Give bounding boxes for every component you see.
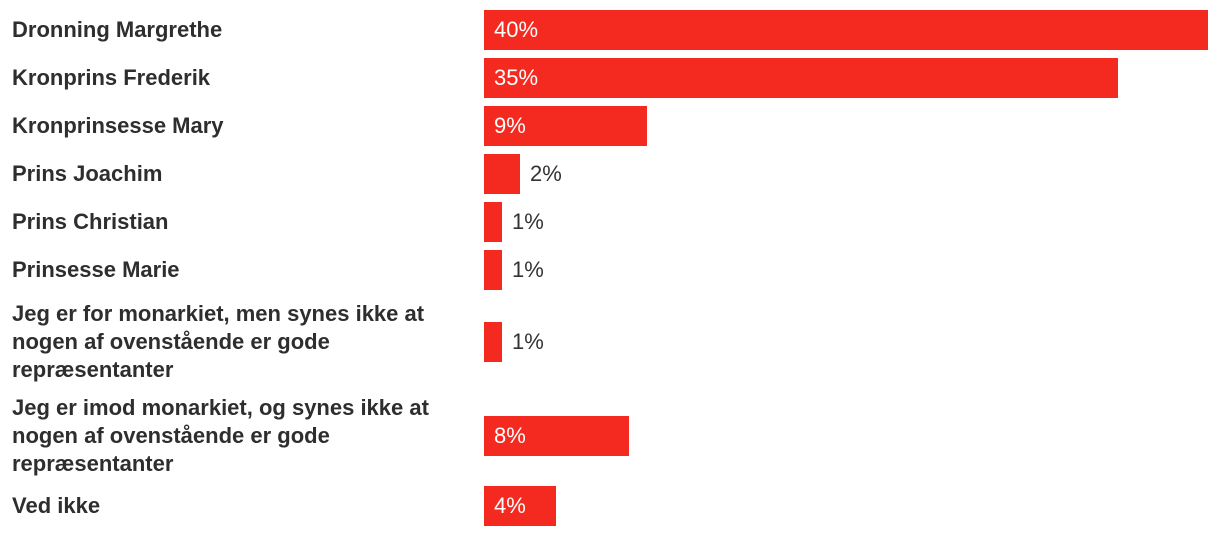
category-label: Dronning Margrethe xyxy=(12,17,223,42)
value-label: 2% xyxy=(530,161,562,186)
bar xyxy=(484,486,556,526)
value-label: 1% xyxy=(512,209,544,234)
category-label: Prinsesse Marie xyxy=(12,257,180,282)
value-label: 8% xyxy=(494,423,526,448)
category-label: Prins Christian xyxy=(12,209,169,234)
category-label: Prins Joachim xyxy=(12,161,163,186)
bar xyxy=(484,202,502,242)
value-label: 4% xyxy=(494,493,526,518)
category-label: Ved ikke xyxy=(12,493,101,518)
bar xyxy=(484,106,647,146)
value-label: 9% xyxy=(494,113,526,138)
category-label: Kronprinsesse Mary xyxy=(12,113,224,138)
value-label: 35% xyxy=(494,65,539,90)
value-label: 40% xyxy=(494,17,539,42)
value-label: 1% xyxy=(512,329,544,354)
bar xyxy=(484,250,502,290)
bar xyxy=(484,416,629,456)
category-label: Jeg er for monarkiet, men synes ikke at … xyxy=(12,301,425,382)
bar xyxy=(484,58,1118,98)
category-label: Kronprins Frederik xyxy=(12,65,211,90)
bar xyxy=(484,154,520,194)
bar xyxy=(484,10,1208,50)
category-label: Jeg er imod monarkiet, og synes ikke at … xyxy=(12,395,429,476)
value-label: 1% xyxy=(512,257,544,282)
bar xyxy=(484,322,502,362)
